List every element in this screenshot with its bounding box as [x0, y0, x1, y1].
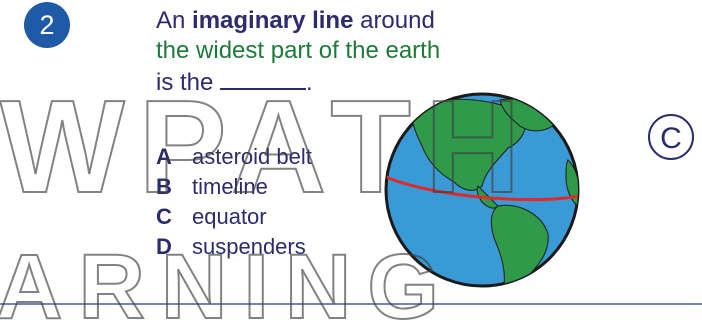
- question-line-3-end: .: [306, 69, 313, 96]
- choice-text: asteroid belt: [192, 144, 312, 169]
- question-keyword: imaginary line: [192, 7, 354, 34]
- question-line-1: An imaginary line around: [156, 6, 576, 36]
- question-line-2: the widest part of the earth: [156, 37, 441, 64]
- choice-letter: C: [156, 204, 172, 229]
- choice-text: suspenders: [192, 234, 306, 259]
- question-number-badge: 2: [24, 2, 70, 48]
- answer-blank: [220, 66, 307, 90]
- bottom-divider: [0, 303, 702, 305]
- globe-icon: [384, 92, 580, 288]
- question-number: 2: [39, 10, 55, 40]
- answer-key-letter: C: [660, 122, 682, 155]
- question-line-3-text: is the: [156, 69, 221, 96]
- globe-illustration: [382, 90, 582, 290]
- choice-text: equator: [192, 204, 267, 229]
- choice-letter: A: [156, 144, 172, 169]
- choice-text: timeline: [192, 174, 268, 199]
- question-line-1-suffix: around: [353, 7, 435, 34]
- question-line-1-prefix: An: [156, 7, 193, 34]
- choice-letter: D: [156, 234, 172, 259]
- answer-key-badge: C: [648, 114, 694, 160]
- choice-letter: B: [156, 174, 172, 199]
- question-text: An imaginary line around the widest part…: [156, 6, 576, 98]
- question-line-3: is the .: [156, 66, 576, 98]
